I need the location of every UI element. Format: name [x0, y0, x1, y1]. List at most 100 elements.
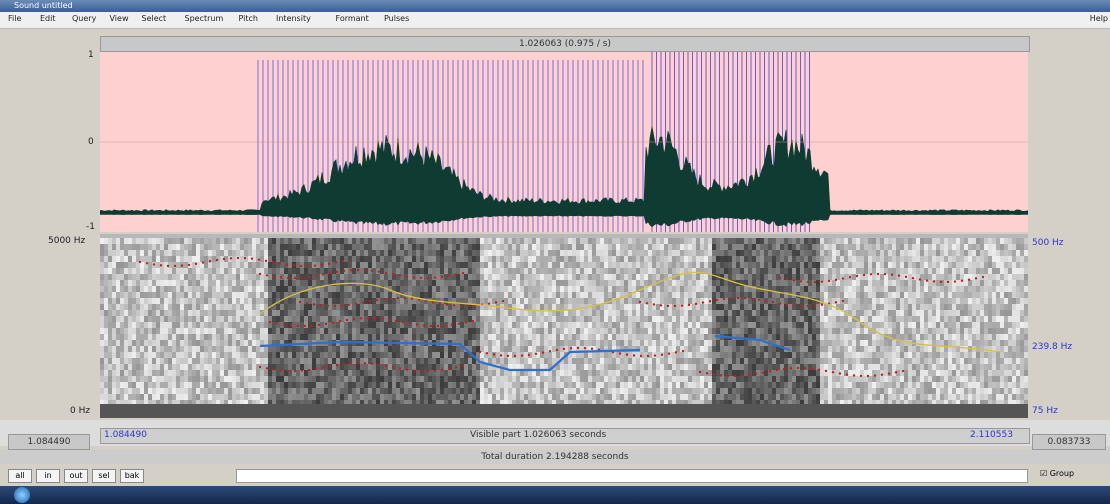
spectrogram-cell	[280, 334, 284, 340]
spectrogram-cell	[772, 316, 776, 322]
spectrogram-cell	[280, 388, 284, 394]
spectrogram-cell	[444, 364, 448, 370]
spectrogram-cell	[656, 256, 660, 262]
spectrogram-cell	[300, 388, 304, 394]
spectrogram-cell	[104, 238, 108, 244]
menu-item[interactable]: Edit	[40, 14, 56, 23]
spectrogram-cell	[644, 292, 648, 298]
spectrogram-cell	[112, 370, 116, 376]
spectrogram-cell	[764, 274, 768, 280]
spectrogram-cell	[764, 316, 768, 322]
spectrogram-cell	[688, 352, 692, 358]
spectrogram-cell	[704, 388, 708, 394]
spectrogram-cell	[772, 250, 776, 256]
spectrogram-cell	[520, 316, 524, 322]
spectrogram-cell	[188, 328, 192, 334]
spectrogram-cell	[316, 394, 320, 400]
spectrogram-cell	[552, 394, 556, 400]
spectrogram-cell	[488, 334, 492, 340]
spectrogram-cell	[280, 328, 284, 334]
spectrogram-cell	[260, 280, 264, 286]
spectrogram-cell	[212, 310, 216, 316]
spectrogram-cell	[476, 244, 480, 250]
spectrogram-cell	[272, 250, 276, 256]
spectrogram-cell	[768, 310, 772, 316]
spectrogram-cell	[256, 250, 260, 256]
spectrogram-cell	[692, 292, 696, 298]
spectrogram-cell	[436, 316, 440, 322]
spectrogram-cell	[140, 244, 144, 250]
spectrogram-cell	[376, 382, 380, 388]
spectrogram-cell	[136, 358, 140, 364]
spectrogram-cell	[616, 340, 620, 346]
menu-item[interactable]: Select	[142, 14, 167, 23]
menu-item[interactable]: Help	[1090, 14, 1108, 23]
spectrogram-cell	[172, 244, 176, 250]
spectrogram-cell	[688, 364, 692, 370]
spectrogram-cell	[416, 370, 420, 376]
spectrogram-cell	[640, 388, 644, 394]
spectrogram-cell	[364, 238, 368, 244]
spectrogram-cell	[128, 256, 132, 262]
spectrogram-cell	[136, 304, 140, 310]
spectrogram-cell	[144, 370, 148, 376]
spectrogram-cell	[184, 256, 188, 262]
spectrogram-cell	[784, 250, 788, 256]
spectrogram-cell	[528, 244, 532, 250]
spectrogram-cell	[212, 394, 216, 400]
spectrogram-cell	[192, 286, 196, 292]
spectrogram-cell	[528, 274, 532, 280]
spectrogram-cell	[208, 358, 212, 364]
spectrogram-cell	[336, 334, 340, 340]
menu-item[interactable]: View	[110, 14, 129, 23]
menu-item[interactable]: Query	[72, 14, 96, 23]
spectrogram-cell	[504, 292, 508, 298]
spectrogram-cell	[736, 274, 740, 280]
spectrogram-cell	[212, 346, 216, 352]
spectrogram-cell	[416, 352, 420, 358]
spectrogram-cell	[132, 346, 136, 352]
spectrogram-cell	[252, 316, 256, 322]
menu-item[interactable]: File	[8, 14, 21, 23]
spectrogram-cell	[772, 280, 776, 286]
spectrogram-cell	[764, 322, 768, 328]
spectrogram-cell	[584, 394, 588, 400]
menu-item[interactable]: Spectrum	[185, 14, 224, 23]
spectrogram-cell	[360, 310, 364, 316]
spectrogram-cell	[172, 352, 176, 358]
spectrogram-cell	[220, 274, 224, 280]
spectrogram-cell	[612, 304, 616, 310]
spectrogram-cell	[388, 358, 392, 364]
spectrogram-cell	[164, 370, 168, 376]
spectrogram-cell	[232, 268, 236, 274]
spectrogram-cell	[444, 388, 448, 394]
spectrogram-cell	[304, 310, 308, 316]
spectrogram-cell	[436, 358, 440, 364]
spectrogram-cell	[632, 382, 636, 388]
spectrogram-cell	[116, 364, 120, 370]
spectrogram-cell	[760, 292, 764, 298]
spectrogram-cell	[108, 370, 112, 376]
spectrogram-cell	[240, 358, 244, 364]
spectrogram-cell	[320, 346, 324, 352]
spectrogram-cell	[640, 262, 644, 268]
spectrogram-cell	[672, 268, 676, 274]
spectrogram-cell	[368, 388, 372, 394]
selection-duration[interactable]: 1.026063 (0.975 / s)	[100, 36, 1030, 52]
menu-item[interactable]: Pulses	[384, 14, 409, 23]
menu-item[interactable]: Intensity	[276, 14, 311, 23]
signal-view[interactable]	[100, 52, 1028, 418]
spectrogram-cell	[744, 346, 748, 352]
spectrogram-cell	[152, 334, 156, 340]
spectrogram-cell	[168, 322, 172, 328]
spectrogram-cell	[160, 328, 164, 334]
menu-item[interactable]: Pitch	[239, 14, 258, 23]
spectrogram-cell	[612, 316, 616, 322]
spectrogram-cell	[320, 268, 324, 274]
spectrogram-cell	[116, 334, 120, 340]
spectrogram-cell	[356, 334, 360, 340]
spectrogram-cell	[148, 316, 152, 322]
spectrogram-cell	[284, 364, 288, 370]
spectrogram-cell	[168, 376, 172, 382]
menu-item[interactable]: Formant	[336, 14, 369, 23]
